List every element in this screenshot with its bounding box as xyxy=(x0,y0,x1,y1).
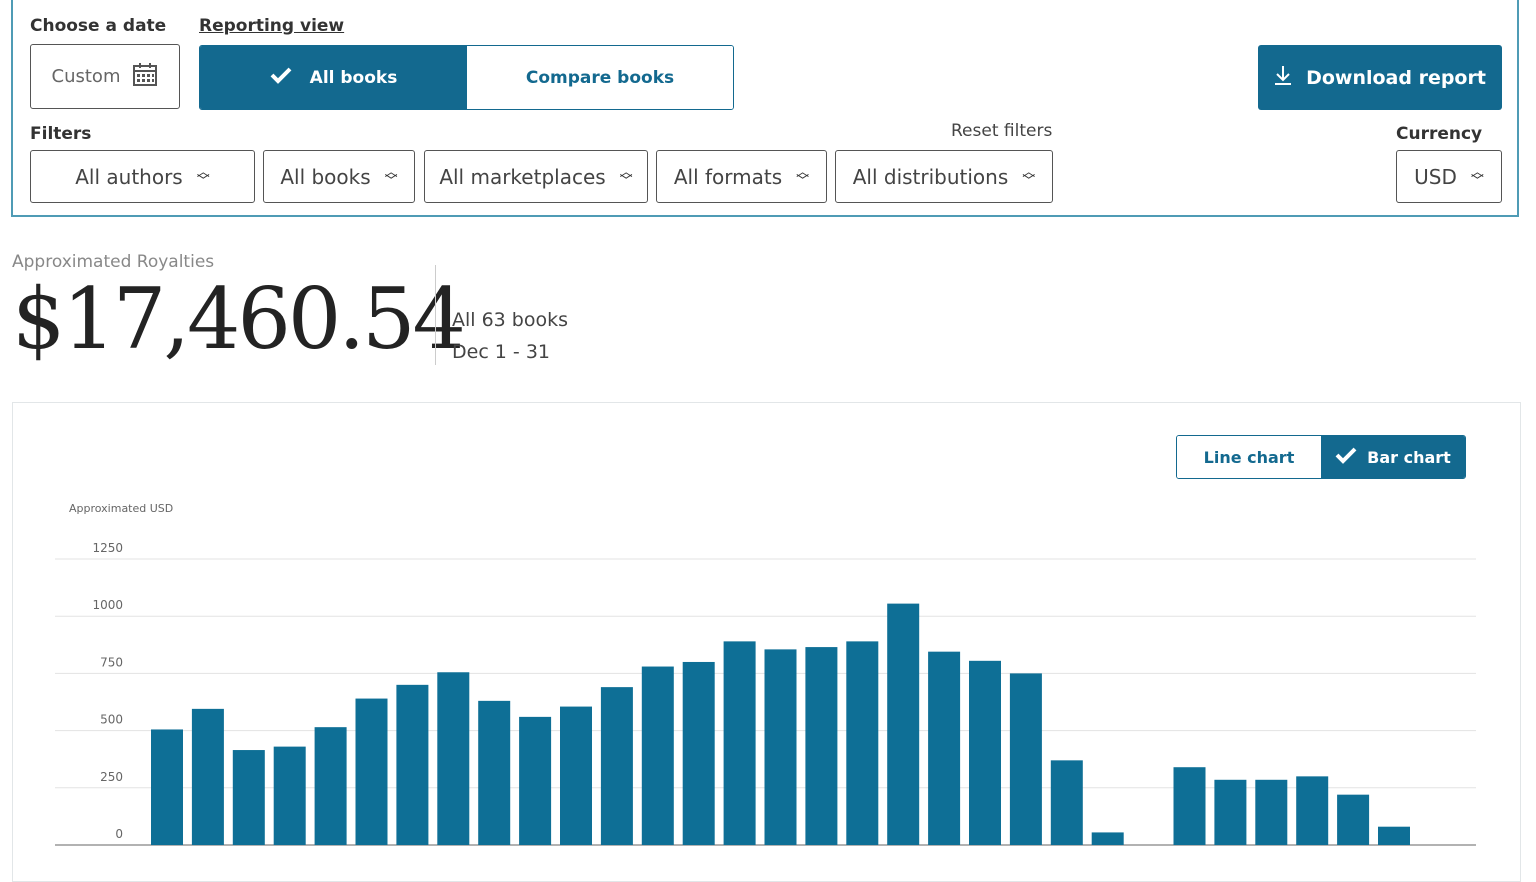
marketplaces-filter-value: All marketplaces xyxy=(439,164,606,189)
chevron-up-down-icon: ︿ ﹀ xyxy=(1470,164,1484,189)
reset-filters-link[interactable]: Reset filters xyxy=(951,121,1053,141)
reporting-view-toggle: All books Compare books xyxy=(199,45,734,110)
books-filter[interactable]: All books ︿ ﹀ xyxy=(263,150,415,203)
bar-chart-label: Bar chart xyxy=(1367,447,1451,467)
calendar-icon xyxy=(132,61,158,92)
chart-type-toggle: Line chart Bar chart xyxy=(1176,435,1466,479)
currency-label: Currency xyxy=(1396,124,1483,144)
report-controls-panel xyxy=(11,0,1519,217)
chevron-up-down-icon: ︿ ﹀ xyxy=(384,164,398,189)
reporting-view-label[interactable]: Reporting view xyxy=(199,16,345,36)
download-report-label: Download report xyxy=(1306,66,1486,89)
currency-select[interactable]: USD ︿ ﹀ xyxy=(1396,150,1502,203)
filters-label: Filters xyxy=(30,124,92,144)
authors-filter-value: All authors xyxy=(75,164,183,189)
date-picker[interactable]: Custom xyxy=(30,44,180,109)
check-icon xyxy=(270,66,292,89)
divider xyxy=(435,265,436,365)
compare-books-button[interactable]: Compare books xyxy=(467,46,733,109)
chevron-up-down-icon: ︿ ﹀ xyxy=(796,164,810,189)
royalties-label: Approximated Royalties xyxy=(12,252,215,272)
royalties-amount: $17,460.54 xyxy=(12,270,466,368)
date-picker-value: Custom xyxy=(51,66,121,87)
all-books-view-button[interactable]: All books xyxy=(200,46,467,109)
authors-filter[interactable]: All authors ︿ ﹀ xyxy=(30,150,255,203)
bar-chart-button[interactable]: Bar chart xyxy=(1321,436,1465,478)
currency-value: USD xyxy=(1414,164,1457,189)
download-report-button[interactable]: Download report xyxy=(1258,45,1502,110)
date-range: Dec 1 - 31 xyxy=(452,341,551,363)
marketplaces-filter[interactable]: All marketplaces ︿ ﹀ xyxy=(424,150,648,203)
download-icon xyxy=(1274,65,1292,90)
choose-date-label: Choose a date xyxy=(30,16,167,36)
chevron-up-down-icon: ︿ ﹀ xyxy=(1022,164,1036,189)
distributions-filter-value: All distributions xyxy=(852,164,1009,189)
check-icon xyxy=(1335,446,1357,468)
books-filter-value: All books xyxy=(280,164,371,189)
formats-filter[interactable]: All formats ︿ ﹀ xyxy=(656,150,827,203)
chevron-up-down-icon: ︿ ﹀ xyxy=(196,164,210,189)
formats-filter-value: All formats xyxy=(673,164,783,189)
distributions-filter[interactable]: All distributions ︿ ﹀ xyxy=(835,150,1053,203)
books-count: All 63 books xyxy=(452,309,569,331)
chevron-up-down-icon: ︿ ﹀ xyxy=(619,164,633,189)
all-books-view-label: All books xyxy=(309,67,398,88)
line-chart-button[interactable]: Line chart xyxy=(1177,436,1321,478)
